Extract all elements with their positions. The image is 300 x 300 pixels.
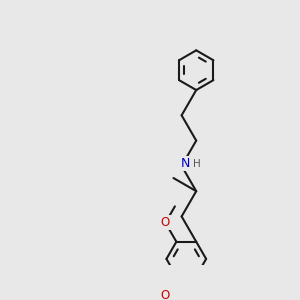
Text: N: N	[180, 157, 190, 170]
Text: H: H	[193, 159, 201, 170]
Text: O: O	[161, 289, 170, 300]
Text: O: O	[161, 216, 170, 229]
